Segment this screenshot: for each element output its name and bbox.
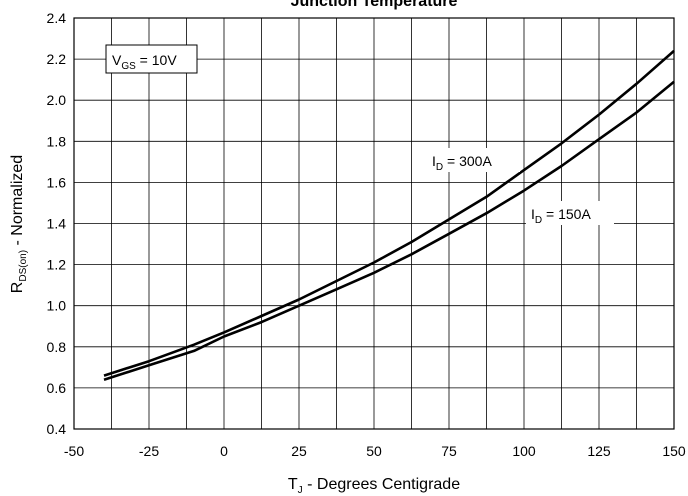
svg-text:ID = 150A: ID = 150A: [531, 206, 591, 226]
y-tick-label: 1.4: [47, 216, 67, 232]
series-line-300a: [103, 49, 675, 377]
y-tick-label: 1.0: [47, 298, 67, 314]
condition-label: VGS = 10V: [112, 52, 177, 72]
x-tick-label: 25: [291, 443, 307, 459]
y-tick-label: 0.6: [47, 380, 67, 396]
y-tick-label: 1.6: [47, 174, 67, 190]
x-tick-label: 125: [587, 443, 611, 459]
series-layer: [103, 49, 675, 381]
plot-frame: [73, 17, 675, 430]
y-axis-label: RDS(on) - Normalized: [9, 155, 29, 293]
svg-text:ID = 300A: ID = 300A: [432, 153, 492, 173]
tick-labels: 0.4 0.6 0.8 1.0 1.2 1.4 1.6 1.8 2.0 2.2 2.4 -50 -25 0…: [47, 10, 686, 459]
y-tick-label: 1.8: [47, 133, 67, 149]
condition-box: VGS = 10V: [105, 44, 198, 74]
y-tick-label: 2.0: [47, 92, 67, 108]
series-line-150a: [103, 80, 675, 381]
y-tick-label: 0.4: [47, 421, 67, 437]
series-label-300a: ID = 300A: [428, 148, 520, 173]
x-tick-label: 75: [441, 443, 457, 459]
chart-title: Junction Temperature: [291, 0, 458, 10]
x-tick-label: 50: [366, 443, 382, 459]
x-tick-label: 0: [220, 443, 228, 459]
x-tick-label: 100: [512, 443, 536, 459]
x-tick-label: -25: [139, 443, 159, 459]
x-axis-label: TJ - Degrees Centigrade: [288, 476, 460, 496]
x-tick-label: -50: [64, 443, 84, 459]
series-label-150a: ID = 150A: [526, 201, 614, 226]
y-tick-label: 2.4: [47, 10, 67, 26]
x-tick-label: 150: [662, 443, 686, 459]
y-tick-label: 2.2: [47, 51, 67, 67]
y-tick-label: 0.8: [47, 339, 67, 355]
y-tick-label: 1.2: [47, 257, 67, 273]
